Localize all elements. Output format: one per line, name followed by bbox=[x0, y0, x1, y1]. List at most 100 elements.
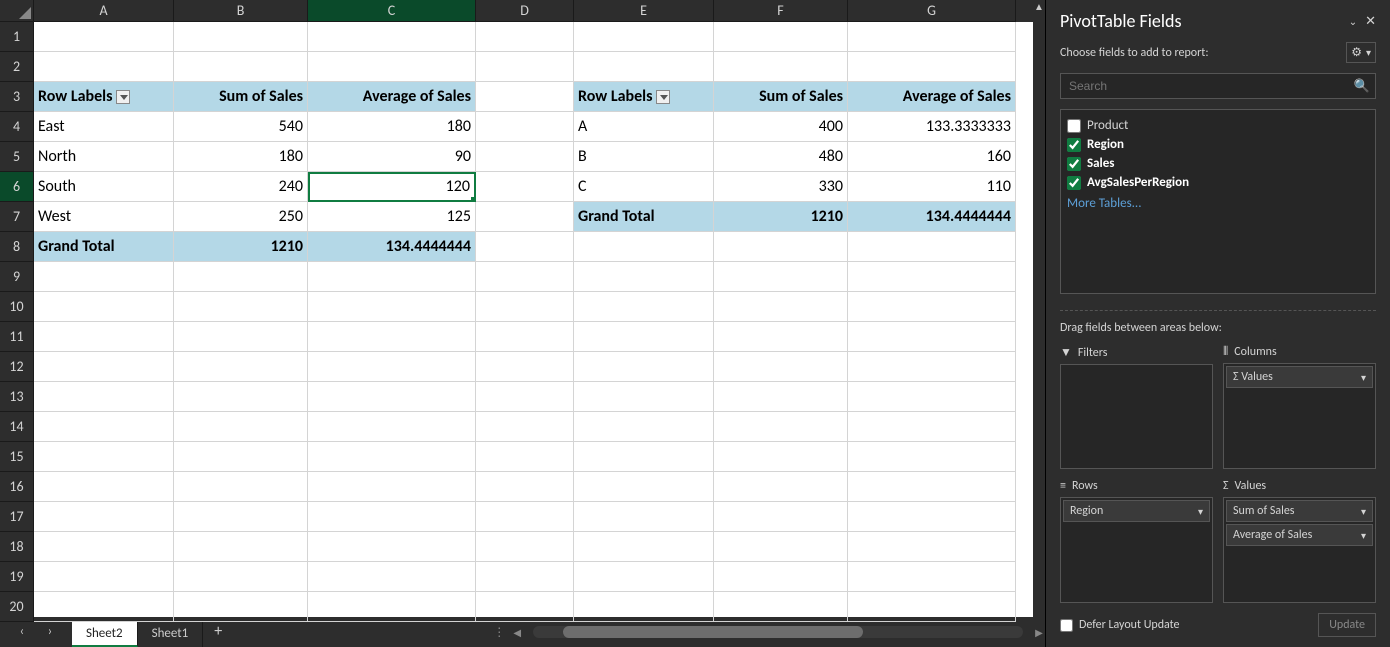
field-item-sales[interactable]: Sales bbox=[1067, 154, 1369, 173]
row-header-11[interactable]: 11 bbox=[0, 322, 34, 352]
cell-D2[interactable] bbox=[476, 52, 574, 82]
pivot-filter-dropdown[interactable] bbox=[656, 90, 670, 104]
column-header-B[interactable]: B bbox=[174, 0, 308, 22]
nav-next-sheet[interactable]: › bbox=[38, 620, 62, 644]
cell-A5[interactable]: North bbox=[34, 142, 174, 172]
chevron-down-icon[interactable]: ▾ bbox=[1361, 371, 1366, 384]
add-sheet-button[interactable]: + bbox=[203, 619, 233, 645]
cell-A20[interactable] bbox=[34, 592, 174, 622]
cell-G6[interactable]: 110 bbox=[848, 172, 1016, 202]
cell-F14[interactable] bbox=[714, 412, 848, 442]
select-all-corner[interactable] bbox=[0, 0, 34, 22]
cell-C18[interactable] bbox=[308, 532, 476, 562]
cell-F4[interactable]: 400 bbox=[714, 112, 848, 142]
row-header-17[interactable]: 17 bbox=[0, 502, 34, 532]
row-header-20[interactable]: 20 bbox=[0, 592, 34, 622]
chevron-down-icon[interactable]: ▾ bbox=[1361, 505, 1366, 518]
cell-G11[interactable] bbox=[848, 322, 1016, 352]
area-rows[interactable]: Region▾ bbox=[1060, 497, 1213, 603]
grid[interactable]: Row LabelsSum of SalesAverage of SalesRo… bbox=[34, 22, 1033, 617]
defer-layout-checkbox[interactable]: Defer Layout Update bbox=[1060, 618, 1180, 632]
cell-D6[interactable] bbox=[476, 172, 574, 202]
area-item[interactable]: Average of Sales▾ bbox=[1226, 524, 1373, 546]
cell-G16[interactable] bbox=[848, 472, 1016, 502]
row-header-1[interactable]: 1 bbox=[0, 22, 34, 52]
row-header-18[interactable]: 18 bbox=[0, 532, 34, 562]
row-header-15[interactable]: 15 bbox=[0, 442, 34, 472]
cell-F10[interactable] bbox=[714, 292, 848, 322]
cell-D12[interactable] bbox=[476, 352, 574, 382]
cell-E4[interactable]: A bbox=[574, 112, 714, 142]
sheet-tab-sheet1[interactable]: Sheet1 bbox=[138, 621, 204, 647]
cell-A19[interactable] bbox=[34, 562, 174, 592]
area-item[interactable]: Σ Values▾ bbox=[1226, 366, 1373, 388]
cell-F15[interactable] bbox=[714, 442, 848, 472]
cell-B11[interactable] bbox=[174, 322, 308, 352]
cell-B14[interactable] bbox=[174, 412, 308, 442]
cell-A14[interactable] bbox=[34, 412, 174, 442]
cell-D11[interactable] bbox=[476, 322, 574, 352]
row-header-14[interactable]: 14 bbox=[0, 412, 34, 442]
cell-C13[interactable] bbox=[308, 382, 476, 412]
cell-G20[interactable] bbox=[848, 592, 1016, 622]
cell-A6[interactable]: South bbox=[34, 172, 174, 202]
cell-G9[interactable] bbox=[848, 262, 1016, 292]
panel-collapse-icon[interactable]: ⌄ bbox=[1349, 15, 1357, 28]
cell-D19[interactable] bbox=[476, 562, 574, 592]
cell-F13[interactable] bbox=[714, 382, 848, 412]
cell-F11[interactable] bbox=[714, 322, 848, 352]
row-header-2[interactable]: 2 bbox=[0, 52, 34, 82]
cell-A2[interactable] bbox=[34, 52, 174, 82]
selection-fill-handle[interactable] bbox=[471, 197, 476, 202]
row-header-9[interactable]: 9 bbox=[0, 262, 34, 292]
cell-G14[interactable] bbox=[848, 412, 1016, 442]
cell-F8[interactable] bbox=[714, 232, 848, 262]
cell-A7[interactable]: West bbox=[34, 202, 174, 232]
search-icon[interactable]: 🔍 bbox=[1349, 79, 1375, 94]
cell-E5[interactable]: B bbox=[574, 142, 714, 172]
cell-C14[interactable] bbox=[308, 412, 476, 442]
cell-G10[interactable] bbox=[848, 292, 1016, 322]
field-checkbox-sales[interactable] bbox=[1067, 157, 1081, 171]
cell-F16[interactable] bbox=[714, 472, 848, 502]
cell-B7[interactable]: 250 bbox=[174, 202, 308, 232]
cell-D16[interactable] bbox=[476, 472, 574, 502]
cell-F12[interactable] bbox=[714, 352, 848, 382]
row-header-16[interactable]: 16 bbox=[0, 472, 34, 502]
cell-E1[interactable] bbox=[574, 22, 714, 52]
cell-G12[interactable] bbox=[848, 352, 1016, 382]
cell-D3[interactable] bbox=[476, 82, 574, 112]
row-header-19[interactable]: 19 bbox=[0, 562, 34, 592]
cell-B13[interactable] bbox=[174, 382, 308, 412]
cell-G17[interactable] bbox=[848, 502, 1016, 532]
cell-B9[interactable] bbox=[174, 262, 308, 292]
area-filters[interactable] bbox=[1060, 364, 1213, 469]
cell-E6[interactable]: C bbox=[574, 172, 714, 202]
cell-C20[interactable] bbox=[308, 592, 476, 622]
cell-D14[interactable] bbox=[476, 412, 574, 442]
cell-F20[interactable] bbox=[714, 592, 848, 622]
row-header-13[interactable]: 13 bbox=[0, 382, 34, 412]
cell-E13[interactable] bbox=[574, 382, 714, 412]
field-item-region[interactable]: Region bbox=[1067, 135, 1369, 154]
bottom-grab[interactable]: ⋮ bbox=[493, 625, 505, 640]
chevron-down-icon[interactable]: ▾ bbox=[1361, 529, 1366, 542]
cell-F3[interactable]: Sum of Sales bbox=[714, 82, 848, 112]
cell-A1[interactable] bbox=[34, 22, 174, 52]
cell-B1[interactable] bbox=[174, 22, 308, 52]
cell-C3[interactable]: Average of Sales bbox=[308, 82, 476, 112]
cell-F19[interactable] bbox=[714, 562, 848, 592]
column-header-G[interactable]: G bbox=[848, 0, 1016, 22]
cell-E8[interactable] bbox=[574, 232, 714, 262]
cell-F7[interactable]: 1210 bbox=[714, 202, 848, 232]
cell-C8[interactable]: 134.4444444 bbox=[308, 232, 476, 262]
row-header-5[interactable]: 5 bbox=[0, 142, 34, 172]
cell-A18[interactable] bbox=[34, 532, 174, 562]
cell-E18[interactable] bbox=[574, 532, 714, 562]
horizontal-scrollbar[interactable] bbox=[533, 626, 1023, 638]
cell-D1[interactable] bbox=[476, 22, 574, 52]
sheet-tab-sheet2[interactable]: Sheet2 bbox=[72, 621, 138, 647]
cell-D15[interactable] bbox=[476, 442, 574, 472]
hscroll-right-arrow[interactable]: ▶ bbox=[1033, 626, 1045, 639]
cell-A10[interactable] bbox=[34, 292, 174, 322]
